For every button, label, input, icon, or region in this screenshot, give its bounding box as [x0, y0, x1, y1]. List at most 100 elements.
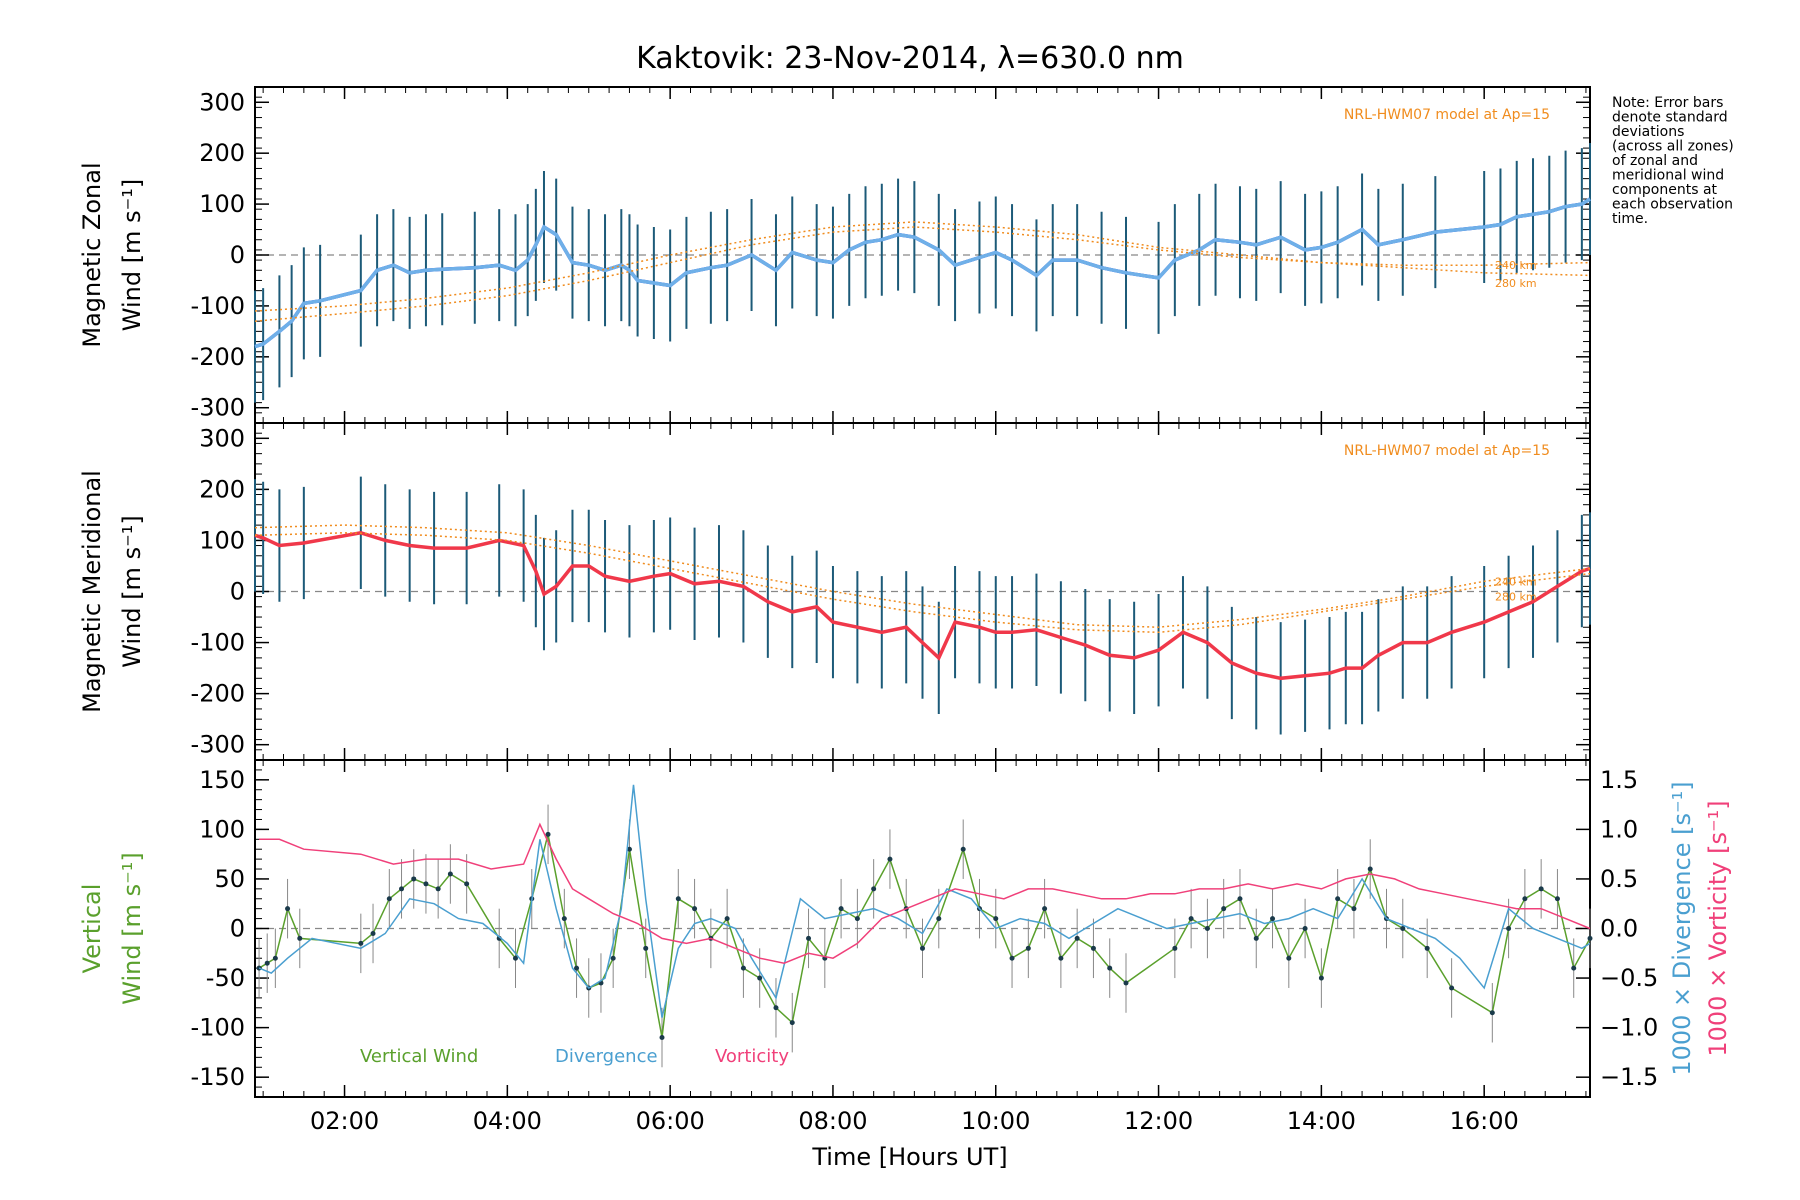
data-point: [789, 1020, 795, 1026]
data-point: [610, 955, 616, 961]
y-axis-label: Wind [m s⁻¹]: [118, 179, 146, 331]
y-axis-label: Vertical: [78, 884, 106, 974]
right-tick-label: 0.5: [1600, 865, 1638, 893]
right-tick-label: 1.0: [1600, 815, 1638, 843]
y-tick-label: -100: [191, 1014, 245, 1042]
data-point: [358, 940, 364, 946]
right-tick-label: 0.0: [1600, 915, 1638, 943]
data-point: [1009, 955, 1015, 961]
note-line: Note: Error bars: [1612, 95, 1723, 111]
model-altitude-label: 240 km: [1495, 575, 1537, 588]
y-tick-label: -300: [191, 731, 245, 759]
series-line-hwm07-280-km: [254, 221, 1591, 312]
data-point: [1123, 980, 1129, 986]
x-tick-label: 14:00: [1287, 1107, 1356, 1135]
y-tick-label: 0: [230, 578, 245, 606]
data-point: [871, 886, 877, 892]
y-tick-label: 300: [199, 88, 245, 116]
x-tick-label: 06:00: [636, 1107, 705, 1135]
data-point: [838, 906, 844, 912]
model-label: NRL-HWM07 model at Ap=15: [1344, 443, 1550, 459]
note-line: time.: [1612, 211, 1648, 227]
y-tick-label: -150: [191, 1063, 245, 1091]
y-tick-label: -200: [191, 680, 245, 708]
series-line-hwm07-280-km: [254, 532, 1591, 634]
data-point: [757, 975, 763, 981]
data-point: [574, 965, 580, 971]
data-point: [1270, 916, 1276, 922]
data-point: [1058, 955, 1064, 961]
y-tick-label: -100: [191, 629, 245, 657]
data-point: [1554, 896, 1560, 902]
data-point: [1424, 945, 1430, 951]
right-tick-label: −0.5: [1600, 964, 1658, 992]
data-point: [643, 945, 649, 951]
data-point: [692, 906, 698, 912]
y-axis-label: Magnetic Zonal: [78, 162, 106, 347]
data-point: [1571, 965, 1577, 971]
data-point: [1090, 945, 1096, 951]
data-point: [1400, 926, 1406, 931]
data-point: [1204, 926, 1210, 931]
data-point: [264, 960, 270, 966]
data-point: [920, 945, 925, 951]
y-tick-label: 200: [199, 475, 245, 503]
data-point: [512, 955, 518, 961]
x-tick-label: 16:00: [1450, 1107, 1519, 1135]
data-point: [545, 831, 551, 837]
y-tick-label: 50: [214, 865, 245, 893]
data-point: [1074, 935, 1080, 941]
data-point: [285, 906, 291, 912]
data-point: [773, 1005, 779, 1011]
y-tick-label: 0: [230, 915, 245, 943]
y-tick-label: 150: [199, 766, 245, 794]
data-point: [1367, 866, 1373, 872]
series-line-vorticity: [259, 822, 1591, 964]
data-point: [370, 930, 376, 936]
panels: -300 -200 -100 0 100 200 300 Magnetic Zonal Wind…: [78, 86, 1732, 1135]
note-line: deviations: [1612, 124, 1684, 140]
data-point: [1587, 935, 1593, 941]
legend-item-divergence: Divergence: [555, 1046, 658, 1067]
x-tick-label: 12:00: [1124, 1107, 1193, 1135]
series-line-divergence: [258, 784, 1591, 1018]
model-altitude-label: 280 km: [1495, 277, 1537, 290]
y-tick-label: -100: [191, 292, 245, 320]
model-altitude-label: 280 km: [1495, 590, 1537, 603]
y-tick-label: 100: [199, 526, 245, 554]
data-point: [1188, 916, 1194, 922]
series-line-meridional-wind: [254, 531, 1591, 681]
data-point: [272, 955, 278, 961]
data-point: [386, 896, 392, 902]
y-tick-label: 0: [230, 241, 245, 269]
data-point: [806, 935, 812, 941]
right-tick-label: −1.0: [1600, 1014, 1658, 1042]
legend-item-vertical-wind: Vertical Wind: [360, 1046, 478, 1067]
y-axis-label: Magnetic Meridional: [78, 470, 106, 713]
chart-title: Kaktovik: 23-Nov-2014, λ=630.0 nm: [636, 41, 1184, 76]
y-tick-label: 200: [199, 139, 245, 167]
series-line-zonal-mean: [254, 197, 1591, 349]
model-label: NRL-HWM07 model at Ap=15: [1344, 107, 1550, 123]
y-tick-label: -200: [191, 343, 245, 371]
data-point: [1489, 1010, 1495, 1016]
note-line: components at: [1612, 182, 1718, 198]
x-tick-label: 02:00: [310, 1107, 379, 1135]
series-line-vertical-wind: [258, 834, 1591, 1038]
data-point: [1506, 926, 1512, 931]
note-line: (across all zones): [1612, 139, 1734, 155]
data-point: [1286, 955, 1292, 961]
model-altitude-label: 240 km: [1495, 259, 1537, 272]
data-point: [447, 871, 453, 877]
series-line-hwm07-240-km: [254, 226, 1591, 322]
data-point: [423, 881, 429, 887]
data-point: [626, 846, 632, 852]
data-point: [399, 886, 405, 892]
data-point: [1025, 945, 1031, 951]
series-line-zonal-wind: [254, 197, 1591, 349]
data-point: [936, 916, 942, 922]
data-point: [1172, 945, 1178, 951]
